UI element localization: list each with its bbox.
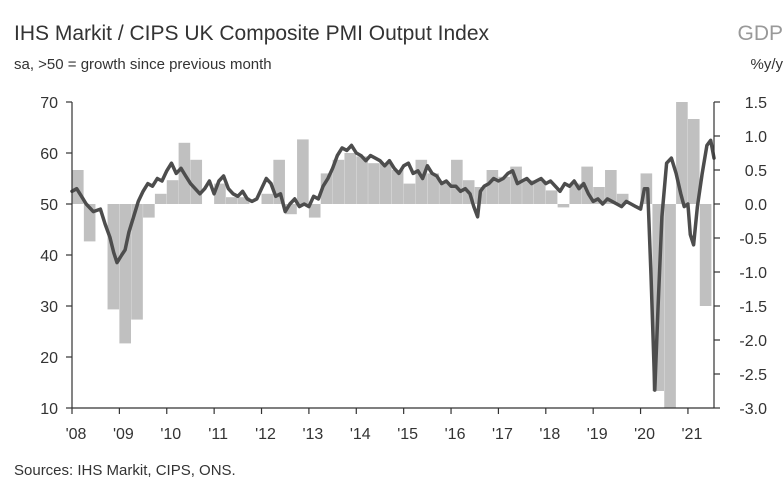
gdp-bar bbox=[510, 166, 522, 204]
source-note: Sources: IHS Markit, CIPS, ONS. bbox=[14, 462, 236, 479]
x-tick-label: '11 bbox=[208, 426, 228, 443]
gdp-bar bbox=[379, 163, 392, 204]
left-tick-label: 10 bbox=[40, 401, 58, 418]
x-tick-label: '12 bbox=[255, 426, 276, 443]
gdp-bar bbox=[498, 176, 511, 204]
gdp-bar bbox=[391, 170, 404, 204]
left-tick-label: 70 bbox=[40, 95, 58, 112]
left-tick-label: 30 bbox=[40, 299, 58, 316]
gdp-bar bbox=[83, 204, 96, 242]
gdp-bar bbox=[415, 159, 428, 204]
gdp-bar bbox=[237, 197, 250, 204]
gdp-bar bbox=[356, 156, 368, 204]
gdp-bar bbox=[320, 173, 333, 204]
x-tick-label: '10 bbox=[160, 426, 181, 443]
gdp-bar bbox=[593, 187, 605, 204]
gdp-bar bbox=[439, 183, 451, 204]
gdp-bar bbox=[261, 193, 274, 204]
x-tick-label: '09 bbox=[113, 426, 134, 443]
right-tick-label: -2.5 bbox=[739, 367, 767, 384]
left-tick-label: 50 bbox=[40, 197, 58, 214]
pmi-line bbox=[70, 138, 716, 392]
right-tick-label: 1.5 bbox=[745, 95, 767, 112]
gdp-bar bbox=[451, 159, 463, 204]
x-tick-label: '18 bbox=[539, 426, 560, 443]
gdp-bar bbox=[332, 159, 345, 204]
gdp-bar bbox=[616, 193, 629, 204]
right-tick-label: -1.5 bbox=[739, 299, 767, 316]
x-tick-label: '19 bbox=[587, 426, 608, 443]
gdp-bar bbox=[557, 204, 570, 208]
x-tick-label: '14 bbox=[350, 426, 371, 443]
gdp-bar bbox=[344, 153, 357, 204]
gdp-bar bbox=[285, 204, 297, 215]
left-tick-label: 40 bbox=[40, 248, 58, 265]
gdp-bar bbox=[166, 180, 179, 204]
left-tick-label: 20 bbox=[40, 350, 58, 367]
gdp-bar bbox=[664, 204, 676, 408]
gdp-bar bbox=[486, 170, 499, 204]
right-tick-label: -1.0 bbox=[739, 265, 767, 282]
gdp-bar bbox=[131, 204, 143, 320]
gdp-bar bbox=[687, 119, 700, 204]
right-tick-label: -3.0 bbox=[739, 401, 767, 418]
gdp-bar bbox=[605, 170, 617, 204]
right-tick-label: 0.5 bbox=[745, 163, 767, 180]
gdp-bar bbox=[308, 204, 321, 218]
x-tick-label: '15 bbox=[397, 426, 418, 443]
right-tick-label: 1.0 bbox=[745, 129, 767, 146]
right-tick-label: -2.0 bbox=[739, 333, 767, 350]
chart-subtitle: sa, >50 = growth since previous month bbox=[14, 56, 272, 73]
gdp-bar bbox=[533, 180, 546, 204]
gdp-bar bbox=[154, 193, 167, 204]
pmi-line-group bbox=[70, 138, 716, 392]
gdp-bars-group bbox=[72, 102, 712, 408]
gdp-bar bbox=[273, 159, 285, 204]
gdp-bar bbox=[581, 166, 593, 204]
x-tick-label: '08 bbox=[66, 426, 87, 443]
x-tick-label: '13 bbox=[302, 426, 323, 443]
gdp-bar bbox=[676, 102, 688, 204]
chart-title: IHS Markit / CIPS UK Composite PMI Outpu… bbox=[14, 22, 489, 45]
gdp-bar bbox=[368, 163, 380, 204]
gdp-bar bbox=[72, 170, 84, 204]
right-axis-title: GDP bbox=[737, 22, 783, 45]
right-tick-label: -0.5 bbox=[739, 231, 767, 248]
gdp-bar bbox=[569, 183, 582, 204]
right-tick-label: 0.0 bbox=[745, 197, 767, 214]
gdp-bar bbox=[119, 204, 131, 344]
gdp-bar bbox=[225, 197, 238, 204]
left-tick-label: 60 bbox=[40, 146, 58, 163]
gdp-bar bbox=[190, 159, 203, 204]
gdp-bar bbox=[699, 204, 712, 306]
x-tick-label: '21 bbox=[682, 426, 703, 443]
gdp-bar bbox=[214, 183, 226, 204]
gdp-bar bbox=[522, 180, 534, 204]
gdp-bar bbox=[427, 173, 439, 204]
x-tick-label: '17 bbox=[492, 426, 513, 443]
axes-group: 10 20 30 40 50 60 70 -3.0 -2.5 -2.0 -1.5 -1.0 -0.5 0.… bbox=[40, 95, 767, 443]
gdp-bar bbox=[297, 139, 309, 204]
x-tick-label: '16 bbox=[445, 426, 466, 443]
gdp-bar bbox=[143, 204, 155, 218]
x-tick-label: '20 bbox=[634, 426, 655, 443]
gdp-bar bbox=[545, 190, 558, 204]
gdp-bar bbox=[403, 183, 416, 204]
right-axis-unit: %y/y bbox=[750, 56, 783, 73]
